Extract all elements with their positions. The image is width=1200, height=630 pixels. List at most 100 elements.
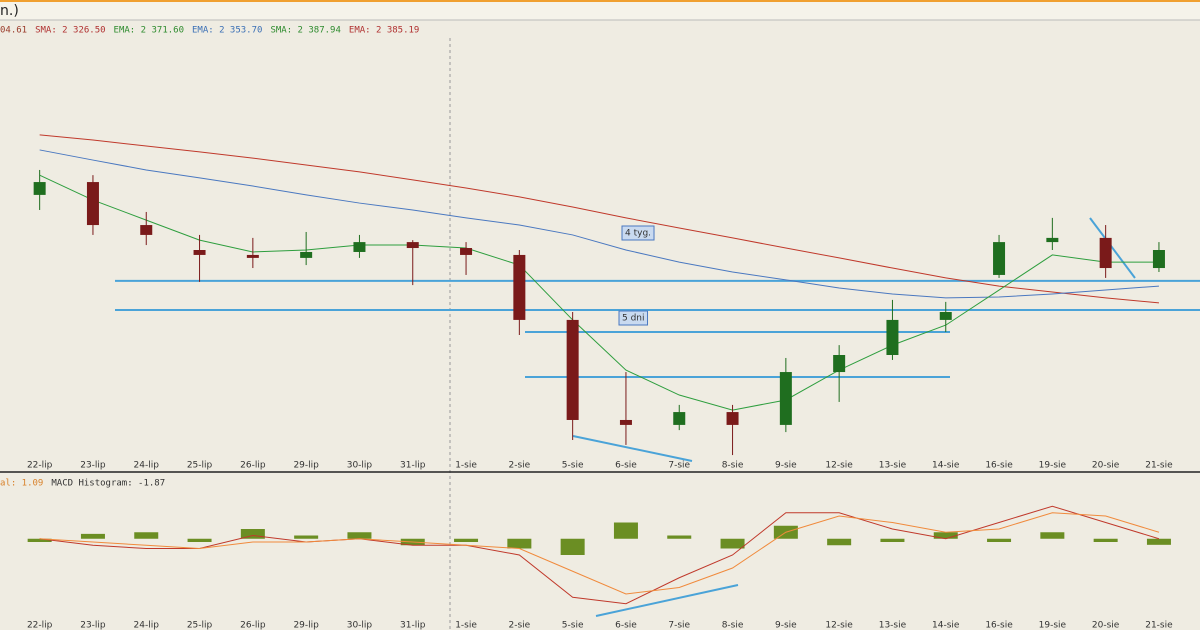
candle-body [939,312,952,320]
x-tick-label: 12-sie [825,461,853,471]
x-tick-label: 9-sie [775,621,797,630]
x-tick-label: 25-lip [187,461,213,471]
title: n.) [0,3,19,19]
x-tick-label: 14-sie [932,621,960,630]
x-tick-label: 30-lip [347,621,373,630]
x-tick-label: 6-sie [615,621,637,630]
histogram-bar [667,535,692,539]
x-tick-label: 21-sie [1145,461,1173,471]
legend-entry: EMA: 2 371.60 [114,26,184,36]
macd-line [39,512,1160,595]
legend-entry: SMA: 2 387.94 [270,26,340,36]
annotation-box [621,225,655,241]
histogram-bar [454,538,479,542]
histogram-bar [240,529,265,539]
candle-body [993,242,1006,275]
trend-line [572,435,693,462]
x-tick-label: 7-sie [668,621,690,630]
x-tick-label: 31-lip [400,621,426,630]
x-tick-label: 13-sie [879,461,907,471]
legend-entry: SMA: 2 326.50 [35,26,105,36]
x-tick-label: 24-lip [134,621,160,630]
histogram-bar [987,538,1012,542]
title-bar [0,0,1200,20]
x-tick-label: 16-sie [985,621,1013,630]
histogram-bar [187,538,212,542]
x-tick-label: 31-lip [400,461,426,471]
histogram-bar [613,522,638,539]
histogram-bar [507,538,532,549]
trend-line [595,584,739,617]
x-tick-label: 9-sie [775,461,797,471]
candle-body [406,242,419,249]
candle-body [86,182,99,226]
candle-body [833,355,846,373]
x-tick-label: 21-sie [1145,621,1173,630]
legend-entry: EMA: 2 385.19 [349,26,419,36]
trend-line [1089,217,1136,279]
histogram-bar [1040,532,1065,539]
candle-body [246,254,259,258]
candle-body [353,242,366,252]
x-tick-label: 30-lip [347,461,373,471]
histogram-bar [1093,538,1118,542]
candle-body [673,412,686,425]
moving-average [39,134,1159,304]
x-tick-label: 1-sie [455,621,477,630]
moving-average [39,174,1159,411]
candle-body [300,251,313,258]
x-tick-label: 5-sie [562,621,584,630]
legend-entry: EMA: 2 353.70 [192,26,262,36]
histogram-bar [347,532,372,539]
histogram-bar [294,535,319,539]
candle-body [886,319,899,355]
candle-body [566,319,579,420]
x-tick-label: 29-lip [293,461,319,471]
histogram-bar [560,538,585,555]
x-tick-label: 12-sie [825,621,853,630]
candle-body [140,225,153,235]
legend-entry: MACD Histogram: -1.87 [51,479,165,489]
candle-body [1099,237,1112,269]
x-tick-label: 19-sie [1039,461,1067,471]
annotation: 5 dni [622,314,645,324]
candle-body [513,254,526,320]
histogram-bar [880,538,905,542]
x-tick-label: 23-lip [80,621,106,630]
moving-average [39,149,1159,299]
x-tick-label: 26-lip [240,621,266,630]
candle-body [779,372,792,425]
x-tick-label: 8-sie [722,461,744,471]
candle-body [460,248,473,255]
x-tick-label: 25-lip [187,621,213,630]
x-tick-label: 20-sie [1092,461,1120,471]
histogram-bar [720,538,745,549]
x-tick-label: 5-sie [562,461,584,471]
x-tick-label: 20-sie [1092,621,1120,630]
candle-body [726,412,739,425]
histogram-bar [134,532,159,539]
histogram-bar [80,533,105,539]
histogram-bar [27,538,52,542]
x-tick-label: 8-sie [722,621,744,630]
x-tick-label: 2-sie [508,461,530,471]
x-tick-label: 19-sie [1039,621,1067,630]
annotation-box [618,310,649,326]
x-tick-label: 29-lip [293,621,319,630]
x-tick-label: 26-lip [240,461,266,471]
annotation: 4 tyg. [625,229,651,239]
x-tick-label: 16-sie [985,461,1013,471]
x-tick-label: 1-sie [455,461,477,471]
x-tick-label: 22-lip [27,461,53,471]
legend-entry: 04.61 [0,26,27,36]
histogram-bar [1146,538,1171,545]
legend-entry: al: 1.09 [0,479,43,489]
candle-body [193,250,206,255]
x-tick-label: 7-sie [668,461,690,471]
candle-body [33,182,46,195]
x-tick-label: 23-lip [80,461,106,471]
histogram-bar [933,532,958,539]
x-tick-label: 2-sie [508,621,530,630]
